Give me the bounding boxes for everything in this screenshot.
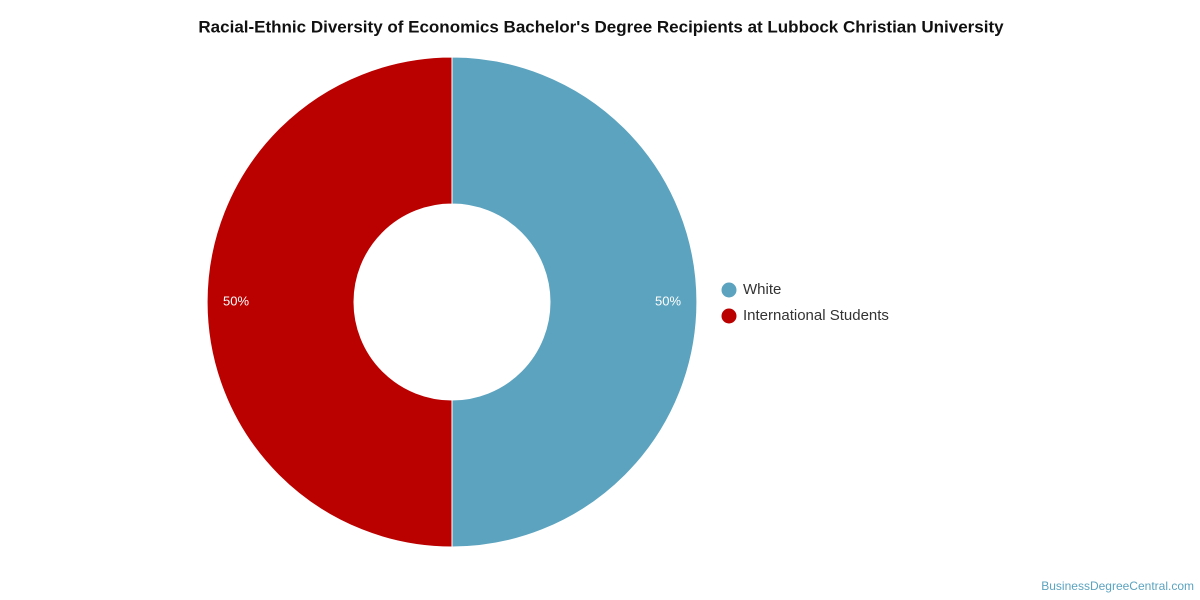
legend-text: White [743, 281, 781, 298]
legend-marker [721, 308, 737, 324]
legend-marker [721, 282, 737, 298]
legend-text: International Students [743, 307, 889, 324]
chart-title: Racial-Ethnic Diversity of Economics Bac… [198, 17, 1004, 36]
value-label: 50% [223, 293, 249, 308]
watermark: BusinessDegreeCentral.com [1041, 579, 1194, 593]
value-label: 50% [655, 293, 681, 308]
donut-slice [206, 56, 453, 548]
donut-slice [451, 56, 698, 548]
